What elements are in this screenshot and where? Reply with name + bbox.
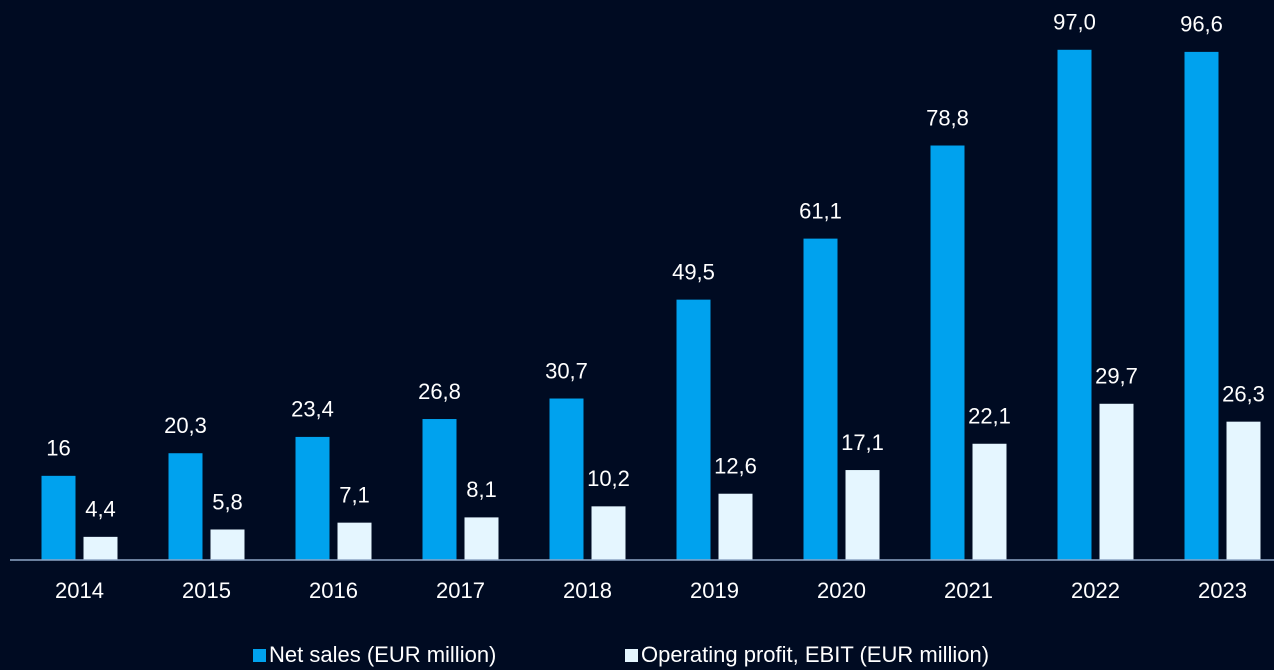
value-label: 78,8 [926, 105, 969, 130]
value-label: 23,4 [291, 397, 334, 422]
bar [718, 493, 753, 560]
x-tick-label: 2015 [182, 578, 231, 603]
bar [210, 529, 245, 560]
value-label: 4,4 [85, 497, 116, 522]
bar [676, 299, 711, 560]
bar [972, 443, 1007, 560]
x-tick-label: 2020 [817, 578, 866, 603]
x-tick-label: 2018 [563, 578, 612, 603]
bar [422, 419, 457, 560]
legend-swatch [253, 649, 266, 662]
bar [1184, 51, 1219, 560]
x-tick-label: 2016 [309, 578, 358, 603]
value-label: 12,6 [714, 454, 757, 479]
x-tick-label: 2022 [1071, 578, 1120, 603]
value-label: 26,3 [1222, 381, 1265, 406]
value-label: 30,7 [545, 358, 588, 383]
x-tick-label: 2017 [436, 578, 485, 603]
bar [337, 522, 372, 560]
legend-label: Operating profit, EBIT (EUR million) [641, 642, 989, 667]
value-label: 20,3 [164, 413, 207, 438]
value-label: 26,8 [418, 379, 461, 404]
value-label: 16 [46, 436, 70, 461]
value-label: 97,0 [1053, 10, 1096, 35]
value-label: 5,8 [212, 489, 243, 514]
bar [591, 506, 626, 560]
bar [845, 470, 880, 560]
value-label: 29,7 [1095, 364, 1138, 389]
legend-swatch [625, 649, 638, 662]
value-label: 10,2 [587, 466, 630, 491]
bar [83, 536, 118, 560]
bar [1226, 421, 1261, 560]
bar [549, 398, 584, 560]
value-label: 8,1 [466, 477, 497, 502]
value-label: 49,5 [672, 259, 715, 284]
x-tick-label: 2019 [690, 578, 739, 603]
value-label: 7,1 [339, 482, 370, 507]
legend-label: Net sales (EUR million) [269, 642, 496, 667]
value-label: 22,1 [968, 404, 1011, 429]
bar [464, 517, 499, 560]
bar [41, 475, 76, 560]
bar [1099, 403, 1134, 560]
value-label: 61,1 [799, 198, 842, 223]
x-tick-label: 2014 [55, 578, 104, 603]
bar [1057, 49, 1092, 560]
bar [803, 238, 838, 560]
bar [168, 453, 203, 560]
bar [295, 436, 330, 560]
bar [930, 145, 965, 560]
value-label: 96,6 [1180, 12, 1223, 37]
x-tick-label: 2023 [1198, 578, 1247, 603]
value-label: 17,1 [841, 430, 884, 455]
x-tick-label: 2021 [944, 578, 993, 603]
